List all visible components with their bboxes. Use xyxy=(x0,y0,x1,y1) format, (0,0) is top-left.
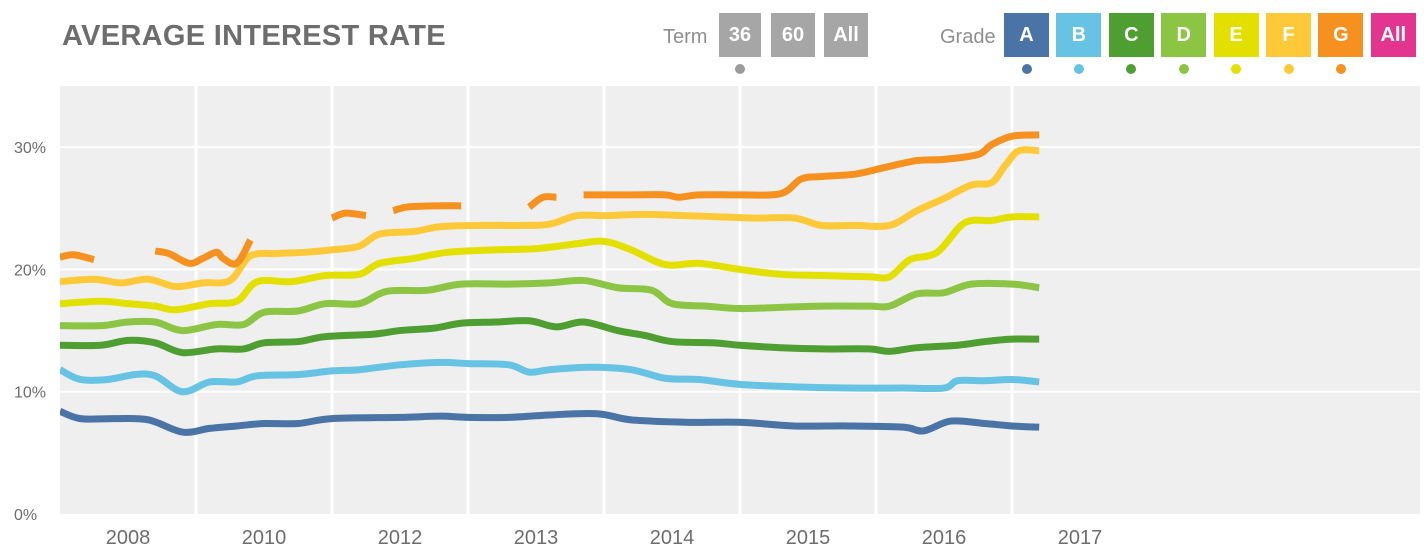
grade-button-f[interactable]: F xyxy=(1266,13,1311,57)
grade-indicator-b xyxy=(1073,64,1084,74)
series-group xyxy=(60,131,1040,436)
term-button-all[interactable]: All xyxy=(824,13,868,57)
x-tick-label: 2012 xyxy=(378,527,423,549)
grade-indicator-f xyxy=(1283,64,1294,74)
series-line-c xyxy=(60,317,1040,357)
series-line-g xyxy=(154,238,254,268)
series-line-g xyxy=(60,251,95,264)
y-tick-label: 20% xyxy=(14,262,46,279)
series-line-b xyxy=(60,358,1040,396)
y-tick-label: 0% xyxy=(14,507,37,524)
x-tick-label: 2010 xyxy=(242,527,287,549)
term-button-36[interactable]: 36 xyxy=(719,13,761,57)
grade-button-all[interactable]: All xyxy=(1370,13,1416,57)
grade-indicator-a xyxy=(1021,64,1032,74)
grade-indicator-e xyxy=(1231,64,1242,74)
term-selected-indicator xyxy=(735,64,745,74)
series-line-g xyxy=(392,202,462,215)
x-tick-label: 2014 xyxy=(650,527,695,549)
series-line-g xyxy=(583,131,1040,201)
x-tick-label: 2013 xyxy=(514,527,559,549)
series-line-f xyxy=(60,146,1040,291)
grade-indicator-d xyxy=(1178,64,1189,74)
x-tick-label: 2017 xyxy=(1058,527,1103,549)
x-tick-label: 2016 xyxy=(922,527,967,549)
chart-title: AVERAGE INTEREST RATE xyxy=(62,20,446,52)
grade-indicator-c xyxy=(1126,64,1137,74)
grade-label: Grade xyxy=(940,26,996,48)
grade-indicator-g xyxy=(1335,64,1346,74)
series-line-e xyxy=(60,213,1040,314)
series-line-g xyxy=(330,209,367,222)
grade-button-e[interactable]: E xyxy=(1213,13,1259,57)
grade-button-c[interactable]: C xyxy=(1108,13,1154,57)
grade-button-b[interactable]: B xyxy=(1056,13,1102,57)
x-tick-label: 2008 xyxy=(106,527,151,549)
x-tick-label: 2015 xyxy=(786,527,831,549)
series-line-d xyxy=(60,276,1040,335)
series-line-a xyxy=(60,407,1040,436)
grade-button-a[interactable]: A xyxy=(1004,13,1049,57)
y-tick-label: 30% xyxy=(14,140,46,157)
grade-button-g[interactable]: G xyxy=(1318,13,1364,57)
term-label: Term xyxy=(663,26,708,48)
grade-button-d[interactable]: D xyxy=(1161,13,1207,57)
series-line-g xyxy=(527,193,557,210)
term-button-60[interactable]: 60 xyxy=(771,13,815,57)
y-tick-label: 10% xyxy=(14,385,46,402)
